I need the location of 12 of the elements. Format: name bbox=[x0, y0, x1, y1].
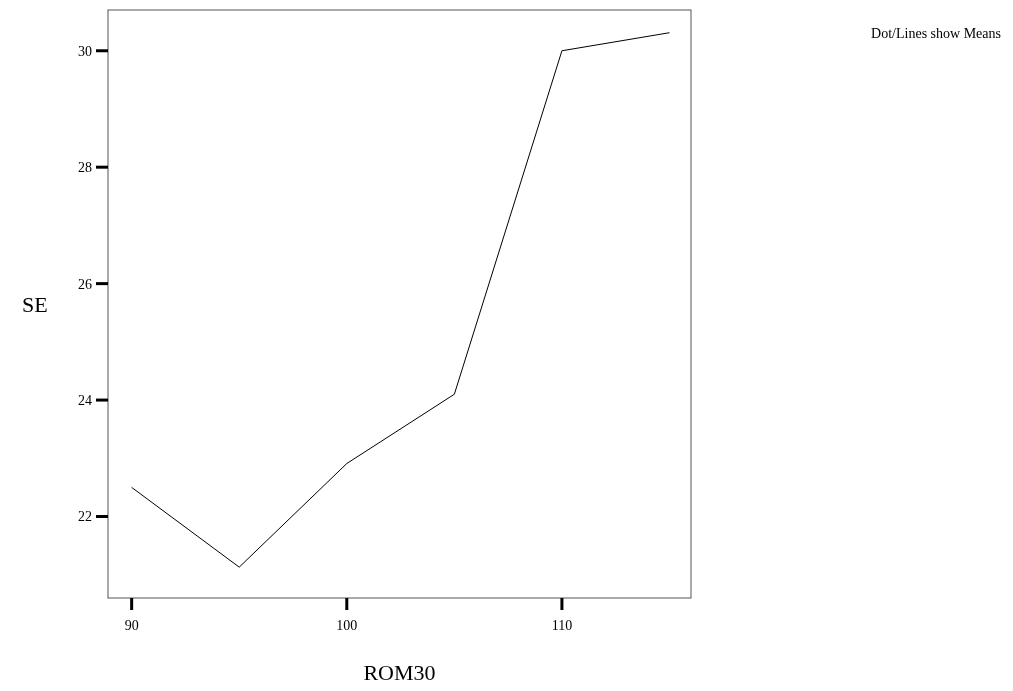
x-tick-label: 110 bbox=[551, 618, 573, 633]
x-tick-label: 90 bbox=[124, 618, 139, 633]
x-tick-label: 100 bbox=[336, 618, 358, 633]
line-series bbox=[131, 32, 670, 568]
y-tick-label: 26 bbox=[78, 276, 92, 292]
text: Dot/Lines show Means bbox=[871, 26, 1001, 41]
y-axis-title: SE bbox=[22, 291, 48, 317]
y-tick-label: 22 bbox=[78, 509, 92, 525]
y-tick-label: 30 bbox=[78, 43, 92, 59]
y-tick-label: 24 bbox=[78, 392, 92, 408]
x-axis-title: ROM30 bbox=[363, 660, 436, 685]
y-tick-label: 28 bbox=[78, 160, 92, 176]
